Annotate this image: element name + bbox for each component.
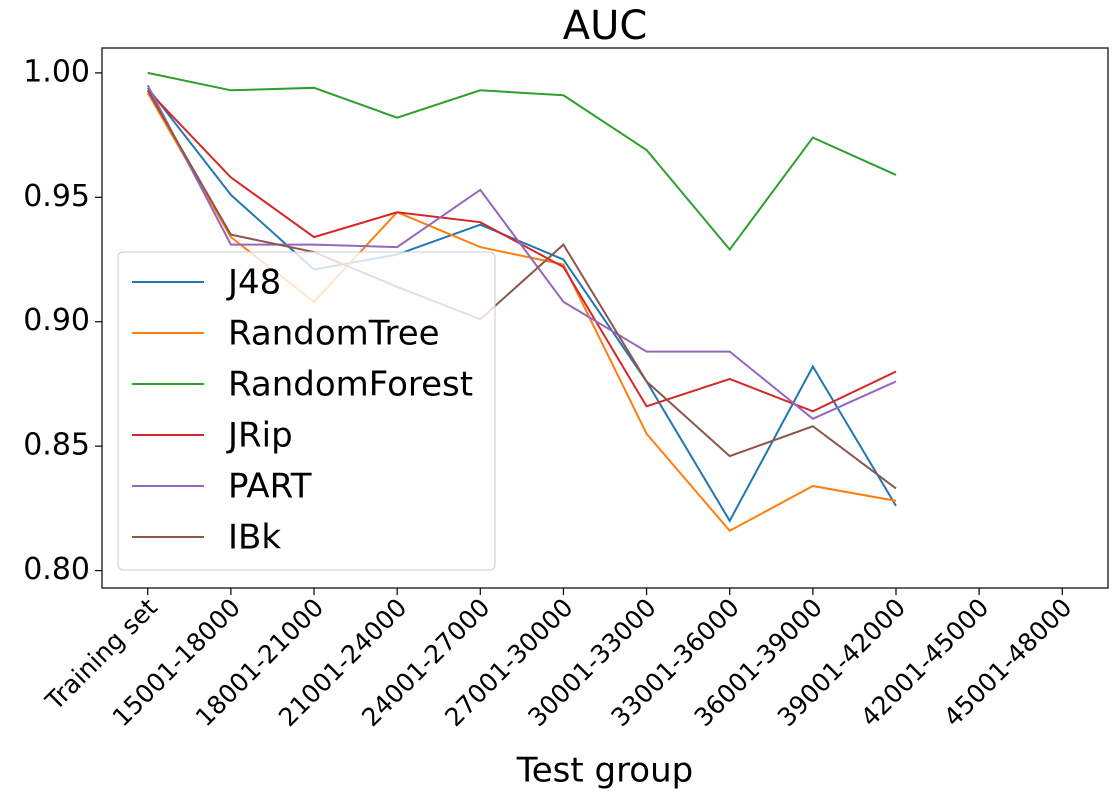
y-tick-label: 0.95 [23,179,90,214]
legend-label: PART [228,467,312,507]
y-tick-label: 0.90 [23,303,90,338]
series-line [146,89,897,490]
legend-label: IBk [228,518,281,558]
legend-label: RandomForest [228,365,473,405]
x-axis-label: Test group [516,751,694,791]
y-tick-label: 0.80 [23,552,90,587]
legend-box [117,251,496,571]
legend-label: RandomTree [228,314,440,354]
legend-label: J48 [226,263,281,303]
y-tick-label: 1.00 [23,54,90,89]
y-tick-label: 0.85 [23,428,90,463]
legend: J48 RandomTree RandomForest JRip PART IBk [117,251,496,571]
plot-frame [101,47,1109,589]
series-line [146,87,897,523]
chart-title: AUC [563,3,648,49]
legend-label: JRip [226,416,293,456]
series-line [146,84,897,420]
series-line [147,71,897,252]
